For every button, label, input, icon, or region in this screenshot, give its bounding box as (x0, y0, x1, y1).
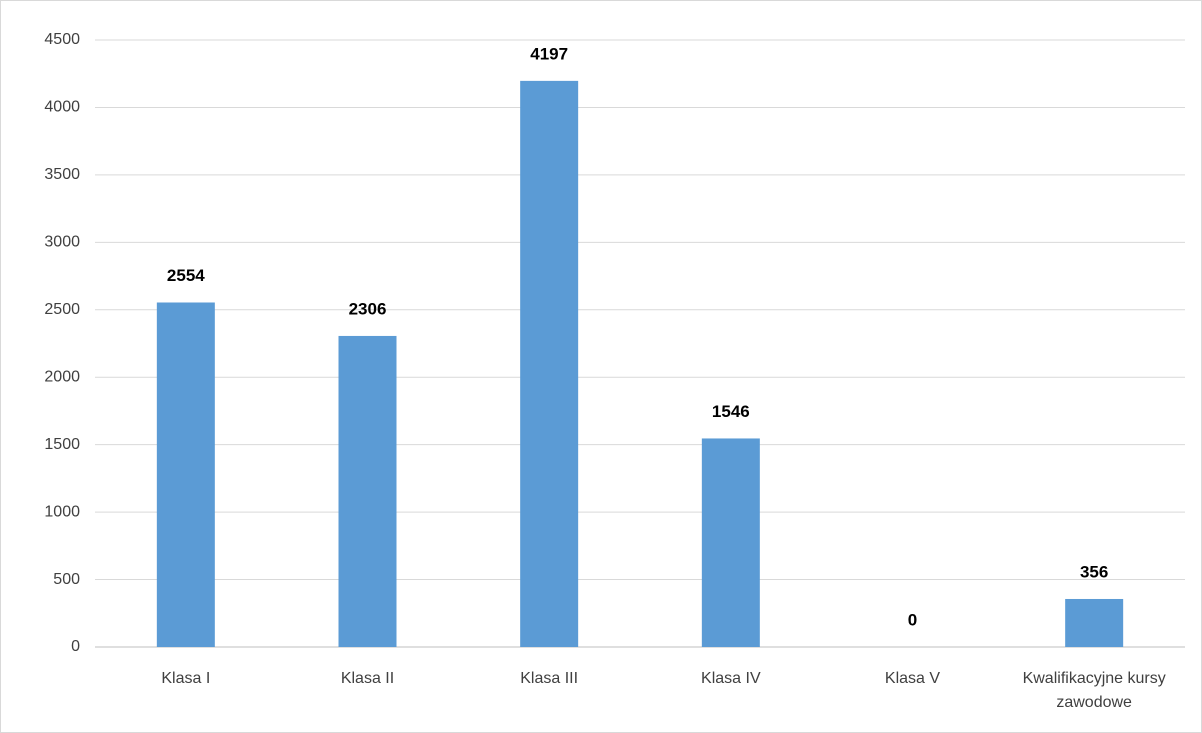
y-tick-label: 3500 (44, 166, 80, 183)
y-tick-label: 4500 (44, 31, 80, 48)
x-tick-label: Kwalifikacyjne kursy zawodowe (1022, 670, 1166, 711)
y-tick-label: 1000 (44, 503, 80, 520)
data-label: 1546 (712, 402, 750, 421)
bar (701, 438, 760, 647)
bar (156, 302, 215, 647)
y-tick-label: 0 (71, 638, 80, 655)
y-tick-label: 2500 (44, 301, 80, 318)
x-tick-label: Klasa I (161, 670, 211, 687)
data-label: 2554 (167, 266, 205, 285)
x-tick-label: Klasa III (520, 670, 579, 687)
data-label: 356 (1080, 562, 1108, 581)
y-tick-label: 4000 (44, 99, 80, 116)
x-tick-label: Klasa V (884, 670, 941, 687)
bar (338, 335, 397, 647)
y-tick-label: 2000 (44, 368, 80, 385)
data-label: 2306 (349, 299, 387, 318)
x-tick-label: Klasa II (340, 670, 395, 687)
x-tick-label: Klasa IV (701, 670, 761, 687)
bar (520, 80, 579, 647)
y-tick-label: 1500 (44, 436, 80, 453)
y-tick-label: 500 (53, 571, 80, 588)
bar (1065, 598, 1124, 647)
data-label: 4197 (530, 44, 568, 63)
data-label: 0 (908, 610, 917, 629)
y-tick-label: 3000 (44, 234, 80, 251)
